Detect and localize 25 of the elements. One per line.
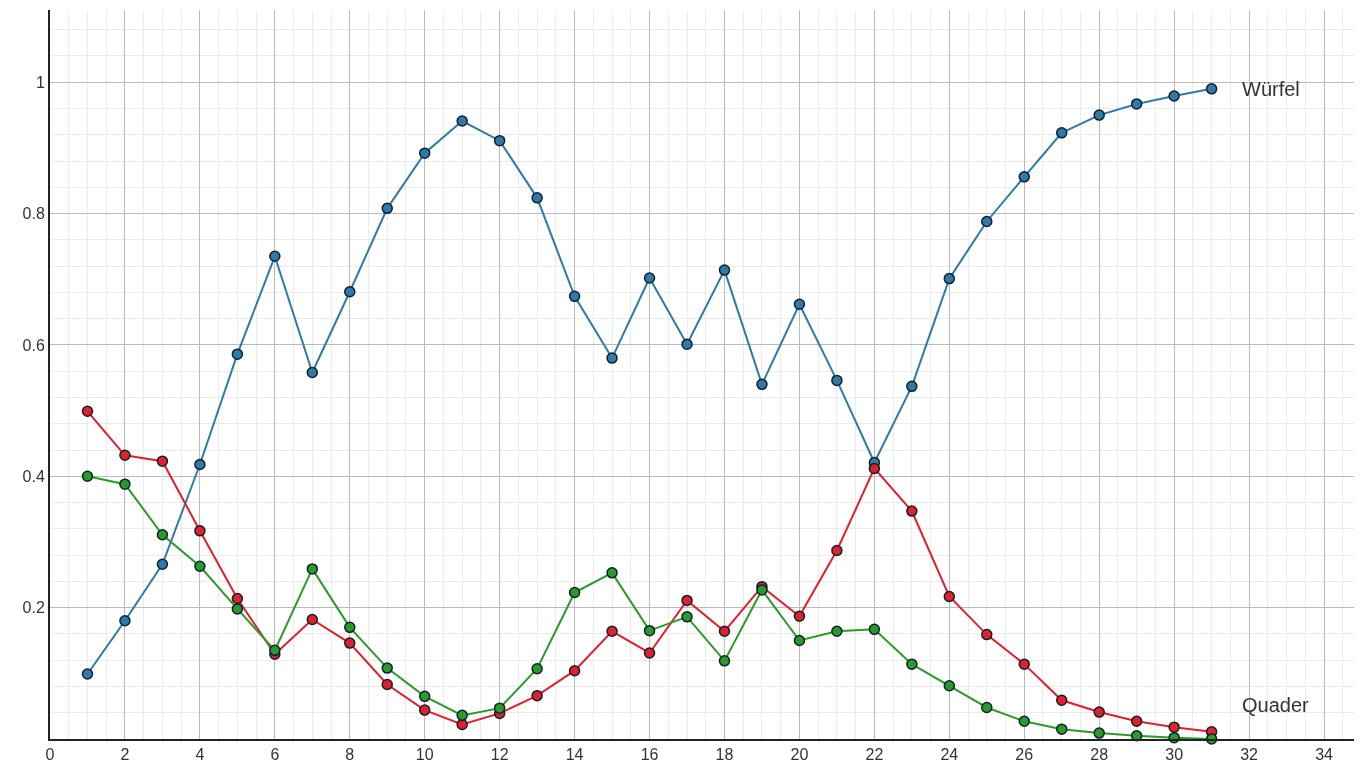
x-tick-label: 16 bbox=[640, 746, 659, 764]
x-tick-label: 12 bbox=[490, 746, 509, 764]
y-tick-label: 0.2 bbox=[22, 599, 45, 617]
x-tick-label: 6 bbox=[270, 746, 280, 764]
x-tick-label: 32 bbox=[1240, 746, 1259, 764]
x-tick-label: 8 bbox=[345, 746, 355, 764]
x-tick-label: 10 bbox=[415, 746, 434, 764]
x-tick-label: 34 bbox=[1315, 746, 1334, 764]
x-tick-label: 26 bbox=[1015, 746, 1034, 764]
y-tick-label: 0.6 bbox=[22, 336, 45, 354]
series-label: Würfel bbox=[1242, 78, 1300, 100]
x-tick-label: 28 bbox=[1090, 746, 1109, 764]
x-tick-label: 30 bbox=[1165, 746, 1184, 764]
y-tick-label: 1 bbox=[35, 73, 45, 91]
x-tick-label: 14 bbox=[565, 746, 584, 764]
x-tick-label: 2 bbox=[120, 746, 130, 764]
y-tick-label: 0.8 bbox=[22, 205, 45, 223]
series-label: Quader bbox=[1242, 694, 1310, 716]
x-tick-label: 24 bbox=[940, 746, 959, 764]
y-tick-label: 0.4 bbox=[22, 467, 45, 485]
x-tick-label: 20 bbox=[790, 746, 809, 764]
x-tick-label: 22 bbox=[865, 746, 884, 764]
x-tick-label: 0 bbox=[45, 746, 55, 764]
x-tick-label: 4 bbox=[195, 746, 205, 764]
x-tick-label: 18 bbox=[715, 746, 734, 764]
